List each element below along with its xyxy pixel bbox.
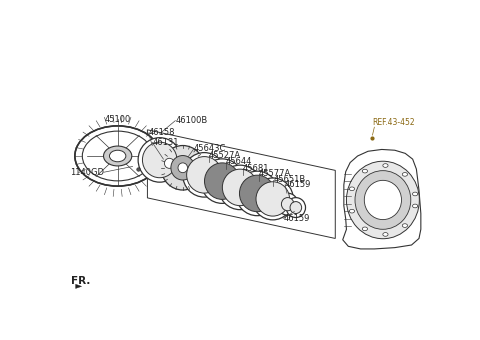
Text: 45681: 45681 [243, 164, 270, 172]
Ellipse shape [183, 153, 226, 197]
Ellipse shape [252, 178, 293, 220]
Ellipse shape [161, 155, 178, 172]
Circle shape [362, 169, 368, 173]
Text: 46131: 46131 [152, 138, 179, 147]
Text: 45643C: 45643C [194, 144, 226, 153]
Ellipse shape [161, 155, 178, 172]
Text: 46100B: 46100B [175, 116, 207, 125]
Ellipse shape [161, 146, 204, 190]
Ellipse shape [286, 198, 306, 218]
Ellipse shape [364, 180, 401, 220]
Ellipse shape [347, 161, 420, 239]
Ellipse shape [138, 138, 181, 182]
Ellipse shape [222, 169, 258, 206]
Ellipse shape [201, 159, 244, 203]
Ellipse shape [240, 175, 275, 212]
Ellipse shape [218, 165, 262, 210]
Circle shape [402, 224, 408, 227]
Text: 45651B: 45651B [273, 175, 305, 184]
Ellipse shape [171, 155, 194, 180]
Text: 45100: 45100 [105, 115, 131, 124]
Ellipse shape [143, 142, 177, 178]
Ellipse shape [281, 198, 294, 211]
Ellipse shape [178, 163, 188, 173]
Ellipse shape [277, 193, 298, 215]
Text: 45577A: 45577A [259, 169, 291, 178]
Circle shape [383, 233, 388, 236]
Ellipse shape [236, 171, 279, 216]
Circle shape [402, 173, 408, 176]
Circle shape [362, 227, 368, 231]
Circle shape [412, 192, 418, 196]
Ellipse shape [252, 178, 293, 220]
Text: 46158: 46158 [148, 129, 175, 137]
Ellipse shape [236, 171, 279, 216]
Text: 46159: 46159 [285, 180, 312, 189]
Polygon shape [76, 284, 82, 288]
Ellipse shape [201, 159, 244, 203]
Ellipse shape [290, 202, 301, 214]
Ellipse shape [218, 165, 262, 210]
Text: 45527A: 45527A [209, 151, 241, 160]
Circle shape [412, 204, 418, 208]
Ellipse shape [183, 153, 226, 197]
Text: REF.43-452: REF.43-452 [372, 118, 415, 127]
Ellipse shape [187, 157, 222, 193]
Ellipse shape [165, 158, 174, 168]
Circle shape [349, 187, 355, 191]
Ellipse shape [256, 182, 289, 216]
Circle shape [75, 126, 160, 186]
Ellipse shape [277, 193, 298, 215]
Circle shape [349, 209, 355, 213]
Polygon shape [343, 150, 421, 249]
Ellipse shape [161, 146, 204, 190]
Text: FR.: FR. [71, 276, 91, 286]
Ellipse shape [355, 171, 411, 229]
Text: 1140GD: 1140GD [70, 168, 104, 177]
Circle shape [104, 146, 132, 166]
Text: 45644: 45644 [226, 157, 252, 166]
Ellipse shape [204, 163, 240, 199]
Ellipse shape [138, 138, 181, 182]
Circle shape [383, 164, 388, 167]
Circle shape [83, 131, 153, 181]
Ellipse shape [286, 198, 306, 218]
Circle shape [109, 150, 126, 162]
Text: 46159: 46159 [283, 214, 310, 223]
